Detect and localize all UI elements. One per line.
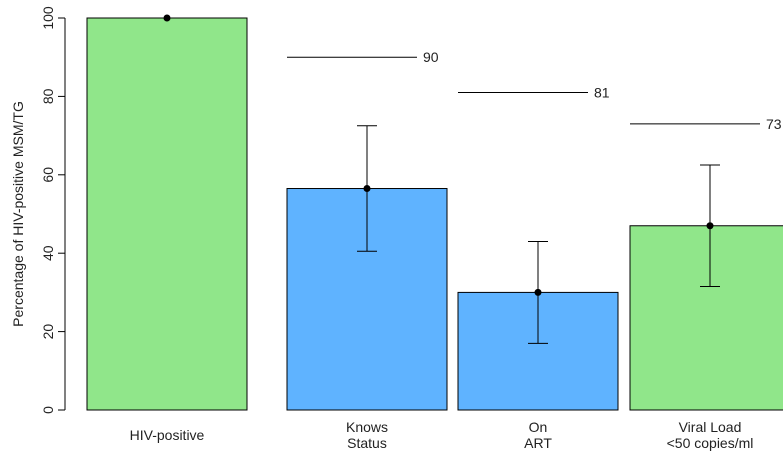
x-axis-labels: HIV-positive Knows Status On ART Viral Load <5… [130, 419, 754, 451]
x-tick-label-line: HIV-positive [130, 427, 205, 443]
target-lines: 90 81 73 [287, 49, 782, 132]
target-label: 81 [594, 84, 610, 100]
x-tick-label-line: Viral Load [679, 419, 742, 435]
bar [629, 225, 783, 411]
x-tick-label-line: Knows [346, 419, 388, 435]
data-point [534, 288, 542, 296]
x-tick-label: Viral Load <50 copies/ml [667, 419, 754, 451]
x-tick-label-line: On [529, 419, 548, 435]
y-axis-label: Percentage of HIV-positive MSM/TG [10, 101, 26, 327]
y-tick-label: 0 [40, 406, 56, 414]
data-point [363, 185, 371, 193]
x-tick-label-line: Status [347, 435, 387, 451]
y-tick-label: 100 [40, 6, 56, 30]
data-point [163, 14, 171, 22]
bars [86, 17, 783, 411]
y-axis: 0 20 40 60 80 100 [40, 6, 66, 414]
y-tick-label: 80 [40, 88, 56, 104]
x-tick-label: On ART [524, 419, 552, 451]
x-tick-label-line: <50 copies/ml [667, 435, 754, 451]
x-tick-label: Knows Status [346, 419, 388, 451]
target-label: 73 [766, 116, 782, 132]
bar [86, 17, 248, 411]
error-bars [163, 14, 720, 344]
y-tick-label: 40 [40, 245, 56, 261]
x-tick-label-line: ART [524, 435, 552, 451]
data-point [706, 222, 714, 230]
target-label: 90 [423, 49, 439, 65]
y-tick-label: 60 [40, 167, 56, 183]
x-tick-label: HIV-positive [130, 427, 205, 443]
y-tick-label: 20 [40, 324, 56, 340]
